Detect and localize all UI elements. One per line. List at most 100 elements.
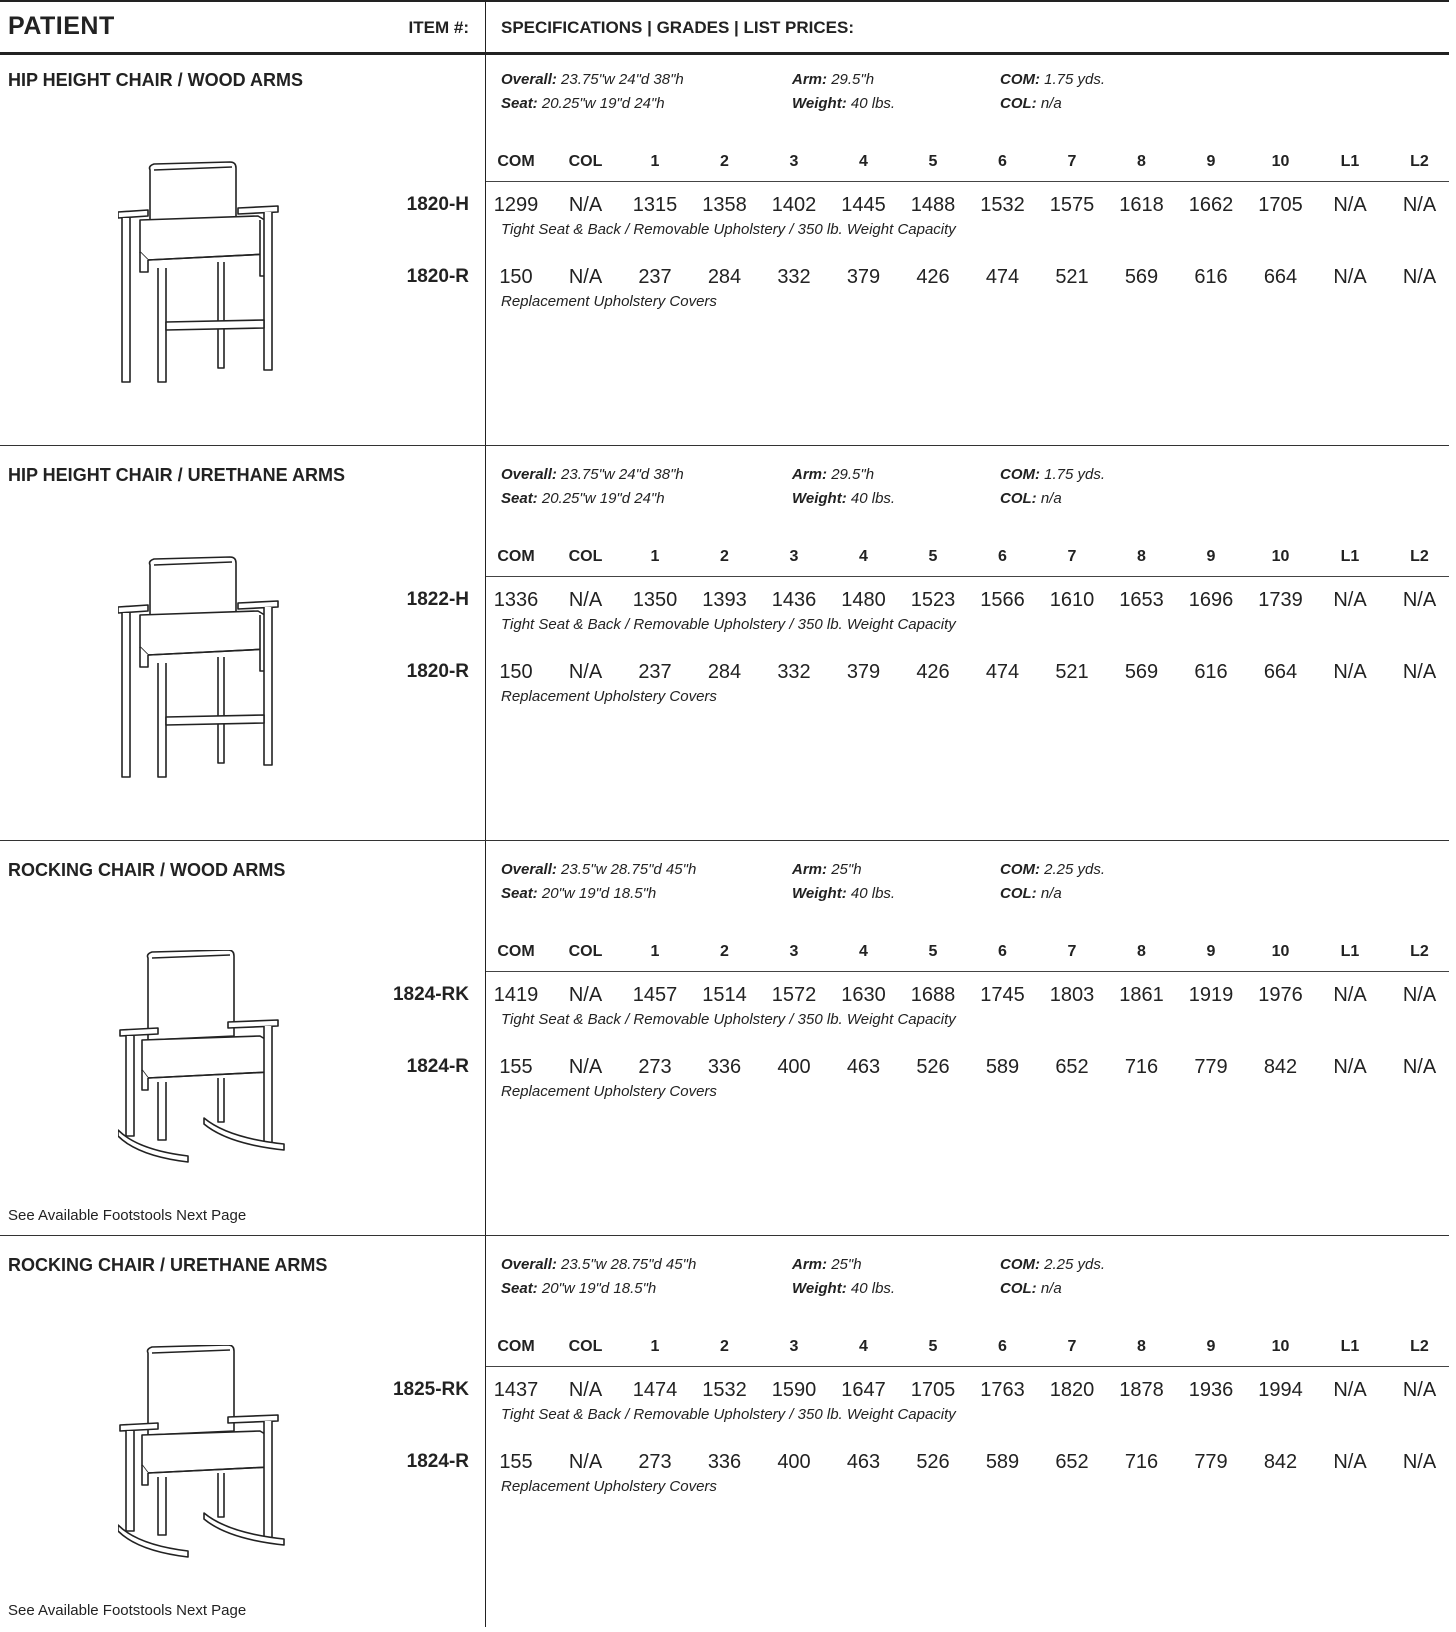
seat-label: Seat:: [501, 95, 538, 112]
spec-com-col: COM: 1.75 yds. COL: n/a: [1000, 68, 1105, 116]
price-cell: 1437: [493, 1379, 539, 1401]
grade-header: 5: [928, 153, 938, 170]
grade-header: 8: [1137, 548, 1146, 565]
price-cell: 1336: [493, 589, 539, 611]
item-number: 1824-R: [406, 1056, 469, 1077]
item-note: Tight Seat & Back / Removable Upholstery…: [501, 616, 956, 633]
col-value: n/a: [1040, 1280, 1062, 1297]
price-cell: 779: [1194, 1451, 1228, 1473]
price-cell: 332: [777, 661, 811, 683]
price-cell: 526: [916, 1056, 950, 1078]
price-cell: 842: [1263, 1451, 1298, 1473]
overall-value: 23.75"w 24"d 38"h: [561, 466, 684, 483]
arm-label: Arm:: [792, 71, 828, 88]
grade-header: 3: [789, 153, 799, 170]
price-cell: 426: [916, 266, 950, 288]
grade-header: 5: [928, 943, 938, 960]
com-label: COM:: [1000, 71, 1040, 88]
grade-header: 10: [1271, 548, 1290, 565]
seat-label: Seat:: [501, 885, 538, 902]
grade-header: 2: [720, 548, 729, 565]
price-cell: 1878: [1119, 1379, 1164, 1401]
item-number: 1825-RK: [392, 1379, 469, 1400]
grade-header: L1: [1340, 1338, 1360, 1355]
price-cell: 521: [1055, 661, 1089, 683]
price-cell: 569: [1124, 661, 1159, 683]
grade-header: 5: [928, 1338, 938, 1355]
chair-illustration: [117, 1344, 288, 1580]
arm-value: 29.5"h: [831, 71, 875, 88]
rocking-chair-illustration-icon: [117, 949, 285, 1163]
price-cell: 652: [1055, 1451, 1089, 1473]
grade-header: 7: [1067, 943, 1077, 960]
price-cell: 1739: [1258, 589, 1303, 611]
page-header: PATIENT ITEM #: SPECIFICATIONS | GRADES …: [0, 2, 1449, 55]
rocking-chair-illustration-icon: [117, 1344, 285, 1558]
price-cell: 664: [1263, 266, 1298, 288]
grade-header: 4: [859, 1338, 868, 1355]
weight-value: 40 lbs.: [850, 490, 896, 507]
price-cell: 716: [1124, 1451, 1159, 1473]
product-section: HIP HEIGHT CHAIR / WOOD ARMS Overall: 23…: [0, 52, 1449, 447]
overall-label: Overall:: [501, 71, 557, 88]
grade-header: COM: [497, 1338, 535, 1355]
seat-value: 20.25"w 19"d 24"h: [541, 490, 665, 507]
price-cell: 1705: [1258, 194, 1303, 216]
grade-header: L1: [1340, 943, 1360, 960]
item-number: 1820-R: [406, 266, 469, 287]
price-cell: 716: [1124, 1056, 1159, 1078]
spec-arm-weight: Arm: 29.5"h Weight: 40 lbs.: [792, 68, 895, 116]
price-cell: 652: [1055, 1056, 1089, 1078]
com-label: COM:: [1000, 466, 1040, 483]
grade-header: 10: [1271, 1338, 1290, 1355]
col-value: n/a: [1040, 490, 1062, 507]
chair-illustration-icon: [117, 556, 279, 778]
price-cell: 1653: [1119, 589, 1164, 611]
grade-header: COL: [568, 943, 603, 960]
grade-header: 9: [1206, 548, 1216, 565]
price-cell: 379: [846, 661, 881, 683]
price-cell: 284: [707, 661, 742, 683]
grade-header: L2: [1410, 153, 1429, 170]
spec-arm-weight: Arm: 29.5"h Weight: 40 lbs.: [792, 463, 895, 511]
price-cell: 1861: [1119, 984, 1164, 1006]
price-cell: 426: [916, 661, 950, 683]
price-cell: 284: [707, 266, 742, 288]
item-note: Replacement Upholstery Covers: [501, 293, 717, 310]
product-section: ROCKING CHAIR / URETHANE ARMS Overall: 2…: [0, 1235, 1449, 1632]
price-cell: N/A: [1402, 589, 1437, 611]
price-cell: N/A: [1333, 589, 1367, 611]
weight-label: Weight:: [792, 1280, 847, 1297]
price-cell: 1572: [771, 984, 817, 1006]
price-cell: N/A: [568, 589, 603, 611]
price-cell: 155: [499, 1451, 533, 1473]
grade-header: 4: [859, 548, 868, 565]
item-number: 1820-R: [406, 661, 469, 682]
grade-header: COM: [497, 943, 535, 960]
grade-header: 10: [1271, 943, 1290, 960]
grade-header: L2: [1410, 1338, 1429, 1355]
grade-header: 2: [720, 1338, 729, 1355]
price-cell: 526: [916, 1451, 950, 1473]
footnote: See Available Footstools Next Page: [8, 1602, 247, 1619]
price-cell: 150: [499, 266, 533, 288]
item-number: 1824-RK: [392, 984, 469, 1005]
price-cell: 664: [1263, 661, 1298, 683]
com-value: 1.75 yds.: [1044, 466, 1106, 483]
price-cell: 1436: [771, 589, 817, 611]
grade-header: 7: [1067, 548, 1077, 565]
grade-header: 9: [1206, 943, 1216, 960]
seat-value: 20.25"w 19"d 24"h: [541, 95, 665, 112]
grade-header: 1: [650, 153, 660, 170]
grade-header: 7: [1067, 1338, 1077, 1355]
price-cell: N/A: [568, 1379, 603, 1401]
grade-header: COL: [568, 153, 603, 170]
price-cell: 1590: [771, 1379, 817, 1401]
section-divider: [0, 840, 1449, 841]
price-cell: N/A: [568, 984, 603, 1006]
top-rule: [0, 0, 1449, 2]
price-cell: 332: [777, 266, 811, 288]
grade-header: 4: [859, 153, 868, 170]
price-cell: 379: [846, 266, 881, 288]
